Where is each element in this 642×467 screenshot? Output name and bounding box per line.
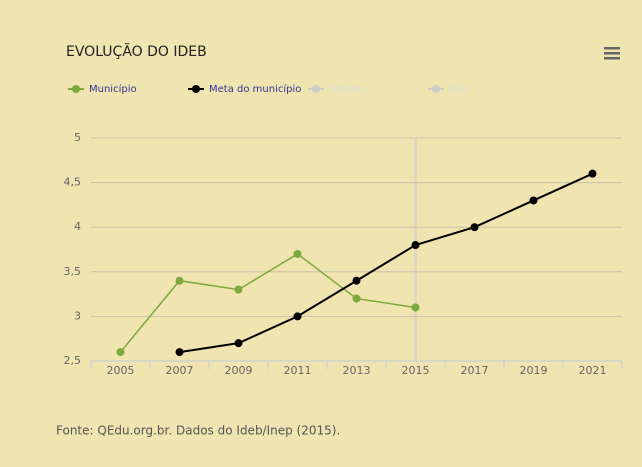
x-tick-label: 2005 [107, 364, 135, 377]
y-tick-label: 4 [74, 220, 81, 233]
data-point [588, 169, 597, 178]
x-tick-label: 2011 [284, 364, 312, 377]
series-line [179, 172, 593, 354]
legend-item[interactable]: Município [68, 83, 137, 95]
data-point [234, 339, 243, 348]
data-point [293, 249, 302, 258]
y-tick-label: 2,5 [64, 354, 82, 367]
legend-label: Estado [329, 84, 363, 95]
legend-label: País [449, 83, 469, 95]
legend-marker [72, 85, 80, 93]
menu-bar [604, 47, 620, 50]
data-point [175, 276, 184, 285]
chart-title: EVOLUÇÃO DO IDEB [66, 43, 207, 60]
x-tick-label: 2009 [225, 364, 253, 377]
legend-marker [312, 85, 320, 93]
legend-item[interactable]: País [428, 83, 469, 95]
y-tick-label: 4,5 [64, 176, 82, 189]
x-tick-label: 2013 [343, 364, 371, 377]
menu-bar [604, 52, 620, 55]
data-point [411, 303, 420, 312]
data-point [470, 223, 479, 232]
data-point [352, 276, 361, 285]
data-point [234, 285, 243, 294]
y-tick-label: 3,5 [64, 265, 82, 278]
series-line [119, 253, 416, 353]
legend-item[interactable]: Meta do município [188, 83, 301, 95]
data-point [116, 348, 125, 357]
source: Fonte: QEdu.org.br. Dados do Ideb/Inep (… [56, 424, 340, 438]
data-point [175, 348, 184, 357]
data-point [529, 196, 538, 205]
x-tick-label: 2017 [461, 364, 489, 377]
y-tick-label: 3 [74, 309, 81, 322]
data-point [293, 312, 302, 321]
data-point [352, 294, 361, 303]
crosshair [414, 138, 417, 361]
legend-label: Meta do município [209, 83, 301, 95]
x-tick-label: 2007 [166, 364, 194, 377]
legend-label: Município [89, 83, 137, 95]
y-tick-label: 5 [74, 131, 81, 144]
legend-item[interactable]: Estado [308, 84, 363, 95]
menu-bar [604, 57, 620, 60]
menu-button[interactable] [604, 47, 620, 60]
x-tick-label: 2021 [579, 364, 607, 377]
x-tick-label: 2015 [402, 364, 430, 377]
x-tick-label: 2019 [520, 364, 548, 377]
legend-marker [192, 85, 200, 93]
data-point [411, 241, 420, 250]
legend-marker [432, 85, 440, 93]
